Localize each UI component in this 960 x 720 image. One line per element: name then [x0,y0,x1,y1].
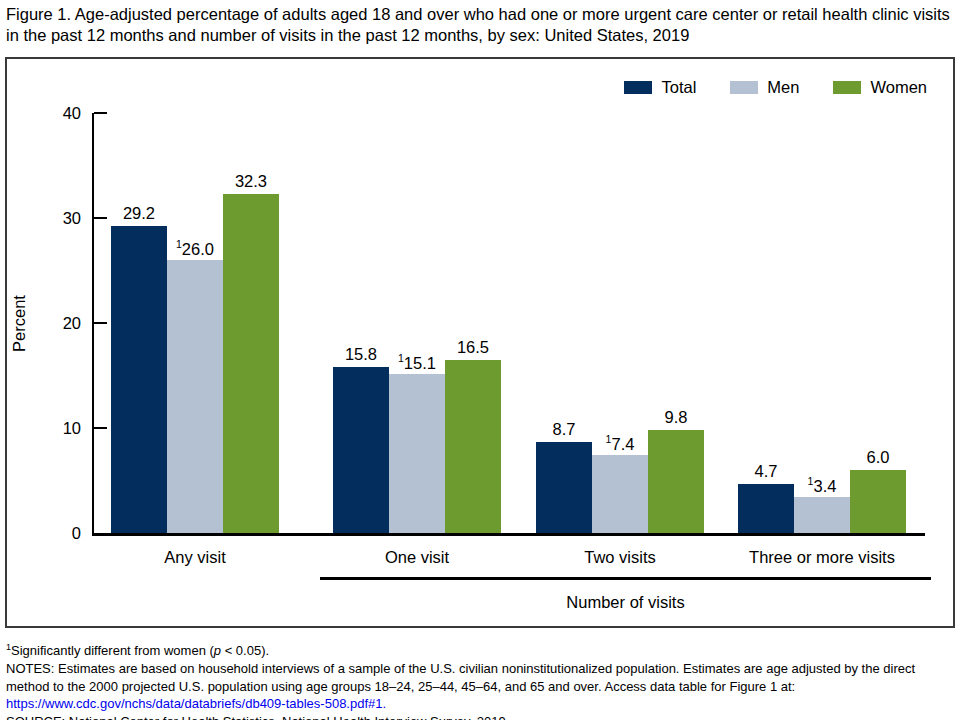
legend-label-women: Women [870,78,927,97]
legend-item-men: Men [730,78,799,97]
legend-item-total: Total [624,78,696,97]
y-axis-title: Percent [10,274,29,374]
legend-item-women: Women [833,78,927,97]
group-axis-label: Number of visits [320,593,931,612]
x-axis-line [92,533,925,536]
bar [592,455,648,533]
footnote-significance: 1Significantly different from women (p <… [6,639,954,660]
category-label: One visit [385,548,449,567]
y-axis-tick-label: 20 [45,314,81,332]
y-axis-tick-label: 40 [45,104,81,122]
bar [167,260,223,533]
bar [536,442,592,533]
bar-value-label: 126.0 [176,238,214,259]
legend: Total Men Women [624,78,927,97]
bar [738,484,794,533]
bar-value-label: 15.8 [345,345,377,364]
bar [850,470,906,533]
y-axis-tick [94,217,107,219]
y-axis-tick [94,112,107,114]
bar [445,360,501,533]
y-axis-tick-label: 30 [45,209,81,227]
bar-value-label: 32.3 [235,172,267,191]
category-label: Any visit [164,548,225,567]
bar-value-label: 9.8 [665,408,688,427]
bar [223,194,279,533]
legend-swatch-men [730,81,758,94]
y-axis-tick [94,322,107,324]
bar [389,374,445,533]
legend-swatch-total [624,81,652,94]
legend-label-total: Total [661,78,696,97]
footnote-notes-line1: NOTES: Estimates are based on household … [6,660,954,678]
bar-value-label: 13.4 [808,475,837,496]
figure-title: Figure 1. Age-adjusted percentage of adu… [6,4,952,46]
bar-value-label: 115.1 [398,352,436,373]
footnote-source: SOURCE: National Center for Health Stati… [6,713,954,720]
bar [111,226,167,533]
bar [648,430,704,533]
bar-value-label: 8.7 [553,420,576,439]
category-label: Two visits [584,548,656,567]
legend-label-men: Men [767,78,799,97]
bar-value-label: 29.2 [123,204,155,223]
bar [333,367,389,533]
bar-value-label: 4.7 [755,462,778,481]
bar-value-label: 16.5 [457,338,489,357]
y-axis-tick-label: 10 [45,419,81,437]
data-table-link[interactable]: https://www.cdc.gov/nchs/data/databriefs… [6,696,386,711]
legend-swatch-women [833,81,861,94]
y-axis-tick-label: 0 [45,524,81,542]
footnotes: 1Significantly different from women (p <… [6,639,954,720]
chart-area: Total Men Women Percent 0 10 20 30 40 29.2 15.… [5,57,955,628]
y-axis-line [92,113,94,535]
bar-value-label: 6.0 [867,448,890,467]
y-axis-tick [94,427,107,429]
bar [794,497,850,533]
group-axis-line [320,577,931,580]
footnote-notes-line2: method to the 2000 projected U.S. popula… [6,678,954,696]
category-label: Three or more visits [749,548,895,567]
bar-value-label: 17.4 [606,433,635,454]
